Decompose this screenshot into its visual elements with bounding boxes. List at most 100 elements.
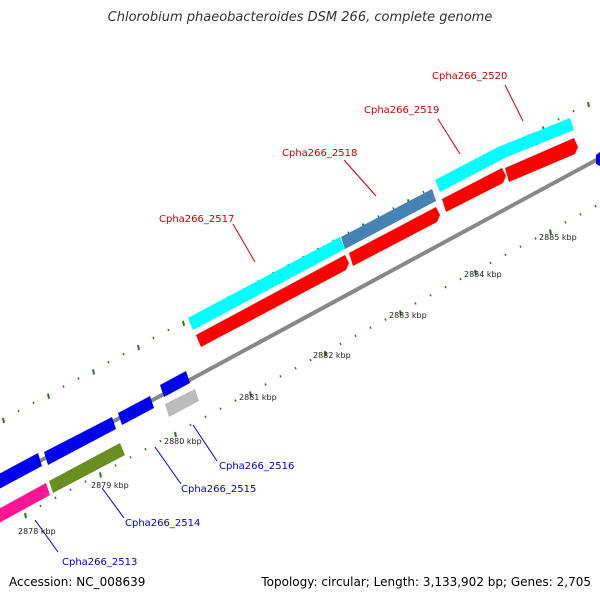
scale-label-2879: 2879 kbp xyxy=(91,481,129,490)
tick-mark xyxy=(354,334,357,338)
feature-cpha266-2520[interactable] xyxy=(505,138,578,182)
gene-label-cpha266-2516[interactable]: Cpha266_2516 xyxy=(219,461,294,472)
gene-label-cpha266-2519[interactable]: Cpha266_2519 xyxy=(364,105,439,116)
tick-mark xyxy=(504,253,507,257)
feature-rev-blue-1[interactable] xyxy=(0,453,42,489)
feature-cpha266-2520-cog[interactable] xyxy=(498,118,574,159)
callout-line-2515 xyxy=(154,446,182,485)
callout-line-2514 xyxy=(101,487,125,519)
tick-mark xyxy=(159,439,162,443)
topology-label: Topology: circular; Length: 3,133,902 bp… xyxy=(261,575,591,589)
gene-label-cpha266-2513[interactable]: Cpha266_2513 xyxy=(62,557,137,568)
tick-mark xyxy=(579,212,582,216)
scale-label-2880: 2880 kbp xyxy=(164,437,202,446)
tick-mark xyxy=(249,391,252,397)
tick-mark xyxy=(144,447,147,451)
tick-mark xyxy=(17,409,20,413)
scale-label-2878: 2878 kbp xyxy=(18,527,56,536)
callout-line-2519 xyxy=(437,118,461,155)
feature-rev-blue-2[interactable] xyxy=(44,417,116,465)
feature-cpha266-2513[interactable] xyxy=(0,483,50,523)
map-title: Chlorobium phaeobacteroides DSM 266, com… xyxy=(107,10,493,25)
gene-label-cpha266-2520[interactable]: Cpha266_2520 xyxy=(432,71,507,82)
feature-cpha266-2516[interactable] xyxy=(165,389,199,417)
feature-cpha266-2518-cog[interactable] xyxy=(341,189,436,249)
tick-mark xyxy=(152,336,155,340)
tick-mark xyxy=(587,101,590,108)
tick-mark xyxy=(264,383,267,386)
gene-label-cpha266-2517[interactable]: Cpha266_2517 xyxy=(159,214,234,225)
tick-mark xyxy=(309,358,312,362)
tick-mark xyxy=(39,504,42,508)
tick-mark xyxy=(557,117,560,121)
tick-mark xyxy=(24,512,27,519)
tick-mark xyxy=(324,350,327,357)
tick-mark xyxy=(594,204,597,208)
tick-mark xyxy=(62,385,65,388)
inner-tick-row xyxy=(24,204,597,519)
tick-mark xyxy=(47,393,50,399)
reverse-strand-features xyxy=(0,371,199,523)
tick-mark xyxy=(167,328,170,332)
tick-mark xyxy=(399,310,402,316)
tick-mark xyxy=(114,464,117,467)
tick-mark xyxy=(122,352,125,356)
scale-labels: 2878 kbp 2879 kbp 2880 kbp 2881 kbp 2882… xyxy=(18,233,577,536)
scale-label-2883: 2883 kbp xyxy=(389,311,427,320)
feature-cpha266-2514[interactable] xyxy=(49,443,125,493)
feature-cpha266-2517[interactable] xyxy=(196,255,349,347)
gene-label-cpha266-2515[interactable]: Cpha266_2515 xyxy=(181,484,256,495)
callout-lines xyxy=(34,84,524,553)
tick-mark xyxy=(534,237,537,240)
tick-mark xyxy=(414,302,417,305)
callout-line-2520 xyxy=(504,84,524,122)
tick-mark xyxy=(572,109,575,113)
tick-mark xyxy=(339,342,342,346)
tick-mark xyxy=(137,344,140,351)
tick-mark xyxy=(384,318,387,321)
tick-mark xyxy=(474,269,477,276)
feature-cpha266-2515[interactable] xyxy=(118,396,154,425)
tick-mark xyxy=(422,190,425,194)
callout-line-2517 xyxy=(232,223,256,263)
feature-fwd-blue-edge[interactable] xyxy=(596,152,600,166)
tick-mark xyxy=(99,472,102,478)
tick-mark xyxy=(69,488,72,492)
tick-mark xyxy=(294,366,297,370)
tick-mark xyxy=(369,326,372,330)
tick-mark xyxy=(519,245,522,249)
callout-line-2516 xyxy=(192,424,218,462)
tick-mark xyxy=(77,377,80,380)
feature-rev-blue-3[interactable] xyxy=(160,371,190,397)
gene-label-cpha266-2514[interactable]: Cpha266_2514 xyxy=(125,518,200,529)
tick-mark xyxy=(489,261,492,265)
tick-mark xyxy=(564,221,567,224)
tick-mark xyxy=(174,431,177,438)
scale-label-2882: 2882 kbp xyxy=(313,351,351,360)
feature-cpha266-2519-cog[interactable] xyxy=(435,147,503,192)
tick-mark xyxy=(444,285,447,289)
tick-mark xyxy=(219,407,222,411)
gene-label-cpha266-2518[interactable]: Cpha266_2518 xyxy=(282,148,357,159)
tick-mark xyxy=(429,293,432,297)
forward-strand-features xyxy=(188,118,600,347)
tick-mark xyxy=(92,369,95,375)
tick-mark xyxy=(392,207,395,210)
accession-label: Accession: NC_008639 xyxy=(9,575,146,589)
feature-cpha266-2517-cog[interactable] xyxy=(188,237,345,330)
tick-mark xyxy=(459,277,462,281)
tick-mark xyxy=(84,480,87,483)
tick-mark xyxy=(279,374,282,378)
tick-mark xyxy=(204,415,207,419)
scale-label-2885: 2885 kbp xyxy=(539,233,577,242)
feature-cpha266-2518[interactable] xyxy=(349,207,440,266)
feature-cpha266-2519[interactable] xyxy=(442,168,506,212)
tick-mark xyxy=(107,360,110,364)
tick-mark xyxy=(2,417,5,424)
scale-label-2881: 2881 kbp xyxy=(239,393,277,402)
scale-label-2884: 2884 kbp xyxy=(464,270,502,279)
tick-mark xyxy=(182,320,185,326)
tick-mark xyxy=(234,399,237,402)
tick-mark xyxy=(549,229,552,235)
